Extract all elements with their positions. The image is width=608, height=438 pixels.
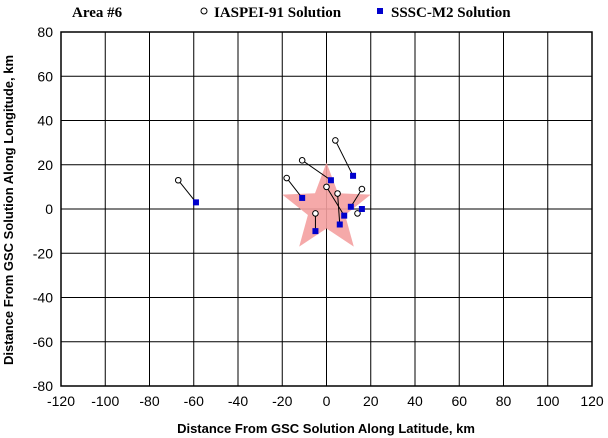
solution-link-line xyxy=(334,140,354,177)
x-tick-label: 100 xyxy=(536,393,560,409)
x-tick-label: 0 xyxy=(323,393,331,409)
y-tick-label: 40 xyxy=(37,113,53,129)
sssc-point xyxy=(336,221,343,228)
y-tick-label: -40 xyxy=(33,290,53,306)
x-tick-label: -60 xyxy=(184,393,204,409)
iaspei-point xyxy=(298,157,306,164)
x-axis-label: Distance From GSC Solution Along Latitud… xyxy=(177,421,475,436)
iaspei-point xyxy=(354,210,361,217)
plot-frame xyxy=(60,31,593,387)
x-tick-label: 20 xyxy=(363,393,379,409)
sssc-point xyxy=(299,194,306,201)
y-tick-label: -20 xyxy=(33,245,53,261)
y-axis-label: Distance From GSC Solution Along Longitu… xyxy=(1,55,16,365)
y-tick-label: -80 xyxy=(33,378,53,394)
legend: IASPEI-91 Solution SSSC-M2 Solution xyxy=(200,5,511,21)
sssc-point xyxy=(312,228,319,235)
y-tick-label: 60 xyxy=(37,68,53,84)
iaspei-point xyxy=(358,185,366,193)
sssc-point xyxy=(347,203,354,210)
y-tick-label: 0 xyxy=(45,201,53,217)
x-tick-label: 120 xyxy=(580,393,604,409)
x-tick-labels: -120 -100 -80 -60 -40 -20 0 20 40 60 80 100 120 xyxy=(47,393,604,409)
x-tick-label: -20 xyxy=(272,393,292,409)
iaspei-point xyxy=(312,210,319,217)
legend-label-sssc: SSSC-M2 Solution xyxy=(391,5,511,21)
solution-link-line xyxy=(301,159,332,181)
sssc-point xyxy=(358,206,365,212)
reference-star xyxy=(282,162,371,247)
x-tick-label: 40 xyxy=(407,393,423,409)
iaspei-point xyxy=(174,176,182,184)
x-tick-label: 60 xyxy=(451,393,467,409)
x-tick-label: -40 xyxy=(228,393,248,409)
solution-link-line xyxy=(337,193,341,225)
sssc-point xyxy=(350,172,357,179)
legend-open-circle-marker xyxy=(200,7,208,15)
iaspei-point xyxy=(332,137,339,144)
solution-link-line xyxy=(177,179,197,203)
iaspei-point xyxy=(283,174,290,182)
chart-title: Area #6 xyxy=(72,5,123,21)
y-tick-labels: -80 -60 -40 -20 0 20 40 60 80 xyxy=(33,24,53,394)
iaspei-point xyxy=(323,183,330,191)
y-tick-label: 80 xyxy=(37,24,53,40)
solution-link-line xyxy=(286,177,303,199)
legend-label-iaspei: IASPEI-91 Solution xyxy=(214,5,342,21)
solution-markers xyxy=(174,137,366,235)
solution-link-line xyxy=(326,186,345,216)
sssc-point xyxy=(327,177,334,184)
reference-star-layer xyxy=(282,162,371,247)
legend-filled-square-marker xyxy=(377,8,383,14)
iaspei-point xyxy=(334,190,341,197)
y-tick-label: 20 xyxy=(37,157,53,173)
sssc-point xyxy=(341,212,348,219)
sssc-point xyxy=(192,199,199,206)
y-tick-label: -60 xyxy=(33,334,53,350)
x-tick-label: -120 xyxy=(47,393,75,409)
x-tick-label: 80 xyxy=(496,393,512,409)
x-tick-label: -80 xyxy=(139,393,159,409)
x-tick-label: -100 xyxy=(91,393,119,409)
